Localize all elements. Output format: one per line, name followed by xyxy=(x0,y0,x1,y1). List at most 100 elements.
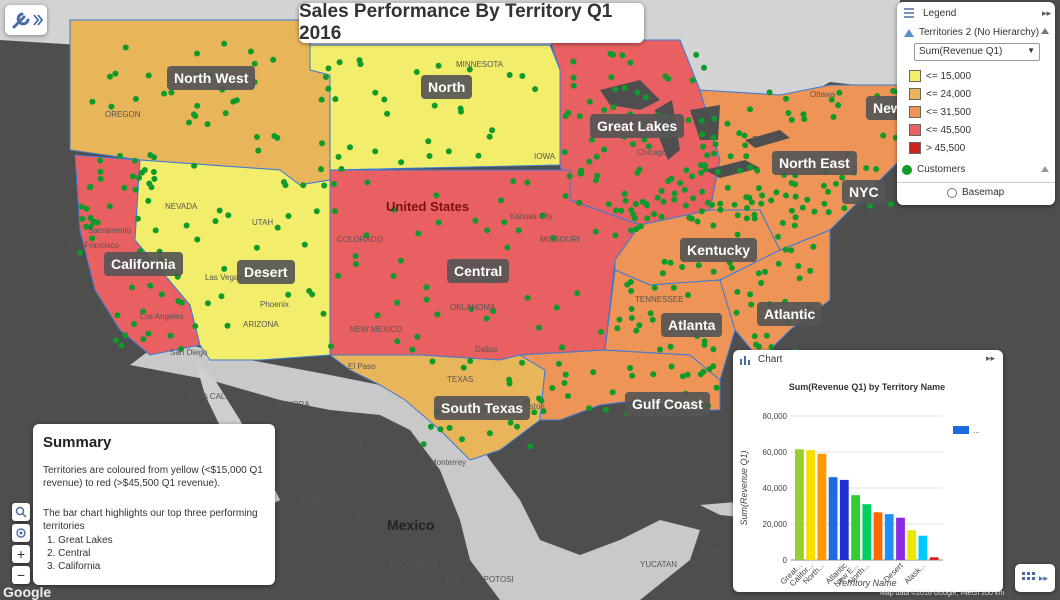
customer-dot xyxy=(743,215,750,222)
customer-dot xyxy=(79,215,86,222)
territory-label-kentucky[interactable]: Kentucky xyxy=(680,238,758,262)
territory-label-great-lakes[interactable]: Great Lakes xyxy=(590,114,685,138)
place-label: OREGON xyxy=(105,110,141,119)
customer-dot xyxy=(701,341,708,348)
legend-bin-label: <= 31,500 xyxy=(926,106,972,118)
layer-settings-icon[interactable] xyxy=(1039,26,1051,38)
customer-dot xyxy=(650,371,657,378)
zoom-out-button[interactable]: − xyxy=(12,566,30,584)
customer-dot xyxy=(679,373,686,380)
customer-dot xyxy=(731,201,738,208)
customer-dot xyxy=(661,258,668,265)
customer-dot xyxy=(677,180,684,186)
customer-dot xyxy=(335,272,342,279)
bar xyxy=(907,530,917,560)
customer-dot xyxy=(131,321,137,328)
customer-dot xyxy=(151,175,158,182)
territory-label-nyc[interactable]: NYC xyxy=(842,180,886,204)
territory-label-california[interactable]: California xyxy=(104,252,183,276)
zoom-in-button[interactable]: + xyxy=(12,545,30,563)
customer-dot xyxy=(233,97,240,104)
territory-label-south-texas[interactable]: South Texas xyxy=(434,396,531,420)
place-label: SINALOA xyxy=(300,496,335,505)
customer-dot xyxy=(768,344,775,350)
customer-dot xyxy=(867,202,874,209)
customer-dot xyxy=(785,110,792,116)
place-label: San Diego xyxy=(170,348,208,357)
customer-dot xyxy=(435,219,442,226)
legend-customers-label: Customers xyxy=(917,164,966,175)
customer-dot xyxy=(631,215,638,222)
territory-label-north-east[interactable]: North East xyxy=(772,151,857,175)
tools-button[interactable] xyxy=(5,5,47,35)
territory-label-central[interactable]: Central xyxy=(447,259,510,283)
panels-toggle-button[interactable]: ▸▸ xyxy=(1015,564,1055,592)
customer-dot xyxy=(538,397,545,404)
list-icon xyxy=(904,8,914,18)
customer-dot xyxy=(601,107,608,113)
legend-swatch-icon xyxy=(909,88,921,100)
measure-select[interactable]: Sum(Revenue Q1) ▼ xyxy=(914,43,1040,61)
customer-dot xyxy=(253,244,260,251)
customer-dot xyxy=(282,182,289,189)
customer-dot xyxy=(751,215,758,222)
territory-label-atlanta[interactable]: Atlanta xyxy=(661,313,723,337)
customer-dot xyxy=(835,102,842,109)
y-tick-label: 40,000 xyxy=(763,484,788,493)
summary-list-item: 1. Great Lakes xyxy=(47,535,113,546)
territory-label-gulf-coast[interactable]: Gulf Coast xyxy=(625,392,710,416)
customer-dot xyxy=(536,324,542,331)
customer-dot xyxy=(364,179,371,186)
place-label: IOWA xyxy=(534,152,556,161)
customer-dot xyxy=(586,405,593,412)
customer-dot xyxy=(644,215,651,222)
customer-dot xyxy=(562,371,569,378)
layer-settings-icon[interactable] xyxy=(1039,164,1051,176)
search-zoom-icon[interactable] xyxy=(12,503,30,521)
customer-dot xyxy=(659,270,666,277)
locate-icon[interactable] xyxy=(12,524,30,542)
customer-dot xyxy=(609,389,616,396)
customer-dot xyxy=(830,114,837,120)
territory-label-atlantic[interactable]: Atlantic xyxy=(757,302,823,326)
basemap-button[interactable]: Basemap xyxy=(947,187,1004,198)
territory-label-desert[interactable]: Desert xyxy=(237,260,295,284)
customer-dot xyxy=(710,222,717,229)
customer-dot xyxy=(634,169,641,176)
y-axis-label: Sum(Revenue Q1) xyxy=(739,450,749,525)
customer-dot xyxy=(618,207,625,214)
customer-dot xyxy=(325,85,332,92)
customer-dot xyxy=(795,263,802,269)
collapse-icon[interactable]: ▸▸ xyxy=(1042,8,1052,18)
territory-desert[interactable] xyxy=(134,159,331,361)
customer-dot xyxy=(724,184,731,191)
customer-dot xyxy=(699,188,706,195)
legend-bin-label: <= 45,500 xyxy=(926,124,972,136)
measure-select-value: Sum(Revenue Q1) xyxy=(919,46,1003,57)
territory-label-north-west[interactable]: North West xyxy=(167,66,256,90)
place-label: Monterrey xyxy=(430,458,467,467)
customer-dot xyxy=(782,246,789,253)
territory-label-north[interactable]: North xyxy=(421,75,473,99)
customer-dot xyxy=(435,62,442,69)
customer-dot xyxy=(467,358,474,364)
place-label: Los Angeles xyxy=(140,312,184,321)
customer-dot xyxy=(398,257,404,264)
customer-dot xyxy=(325,65,332,72)
customer-dot xyxy=(825,188,832,195)
customer-dot xyxy=(122,44,129,51)
customer-dot xyxy=(647,310,654,317)
customer-dot xyxy=(792,214,799,221)
customer-dot xyxy=(748,301,755,308)
summary-heading: Summary xyxy=(43,434,112,451)
wrench-icon xyxy=(12,12,44,29)
customer-dot xyxy=(733,309,740,316)
collapse-icon[interactable]: ▸▸ xyxy=(986,353,996,363)
bar xyxy=(806,450,815,560)
customer-dot xyxy=(338,166,345,172)
customer-dot xyxy=(531,409,538,416)
bar xyxy=(896,517,905,560)
customer-dot xyxy=(216,207,223,214)
bar xyxy=(839,479,849,560)
customer-dot xyxy=(87,224,94,230)
